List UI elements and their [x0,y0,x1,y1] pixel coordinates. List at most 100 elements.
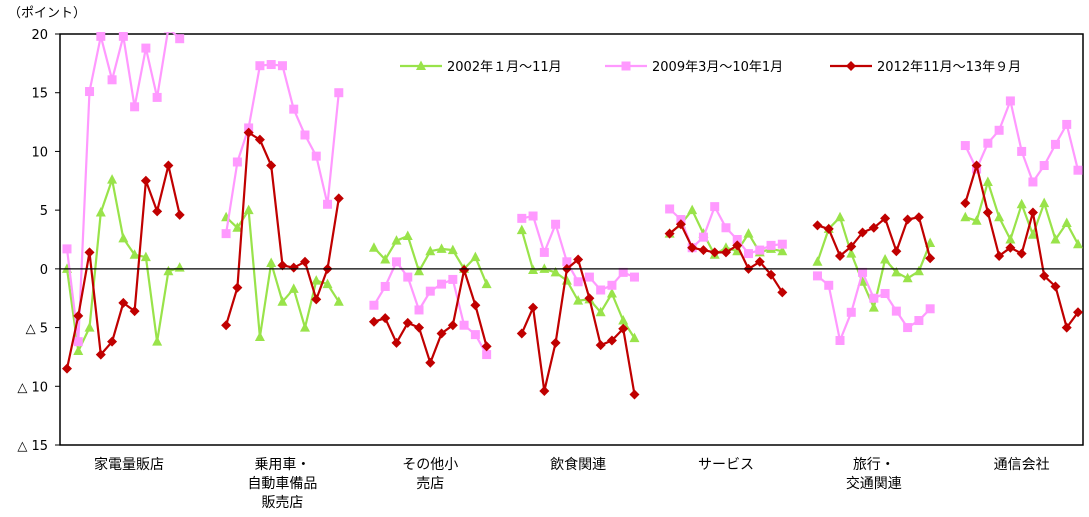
data-point [858,267,868,277]
data-point [221,320,232,331]
data-point [687,242,698,253]
y-tick-label: 0 [40,263,48,278]
data-point [539,247,549,257]
data-point [277,61,287,71]
legend-marker [416,60,426,70]
data-point [1050,139,1060,149]
data-point [311,294,322,305]
data-point [300,130,310,140]
data-point [380,253,391,264]
data-point [391,337,402,348]
data-point [118,297,129,308]
data-point [994,211,1005,222]
data-point [880,253,891,264]
y-tick-label: △ 15 [17,439,48,454]
data-point [232,282,243,293]
data-point [766,269,777,280]
data-point [869,293,879,303]
data-point [1050,281,1061,292]
data-point [470,251,481,262]
data-point [334,88,344,98]
data-point [903,323,913,333]
data-point [971,160,982,171]
data-point [73,337,83,347]
data-point [812,220,823,231]
data-point [982,207,993,218]
data-point [982,176,993,186]
data-point [607,280,617,290]
data-point [73,310,84,321]
data-point [698,245,709,256]
data-point [960,211,971,222]
data-point [129,306,140,317]
data-point [766,240,776,250]
data-point [299,256,310,267]
data-point [481,278,492,289]
data-point [665,204,675,214]
data-point [595,306,606,317]
data-point [1061,217,1072,228]
data-point [107,174,118,184]
data-point [266,160,277,171]
data-point [277,260,288,271]
x-category-label: 交通関連 [846,475,902,492]
data-point [1073,238,1083,249]
data-point [95,206,106,217]
data-point [1016,198,1027,209]
data-point [232,222,243,232]
data-point [288,283,299,293]
data-point [1005,96,1015,106]
data-point [447,320,458,331]
y-tick-label: 15 [31,87,48,102]
y-axis: 20 15 10 5 0 △ 5 △ 10 △ 15 [17,28,60,454]
data-point [95,349,106,360]
data-point [163,265,174,276]
series-layer [62,32,1083,400]
y-tick-label: 5 [40,204,48,219]
data-point [835,250,846,261]
series-line [373,234,488,285]
data-point [584,293,595,304]
data-point [573,295,584,305]
data-point [551,219,561,229]
data-point [403,272,413,282]
data-point [470,330,480,340]
data-point [1062,119,1072,129]
legend: 2002年１月～11月 2009年3月～10年1月 2012年11月～13年９月 [400,60,1021,75]
data-point [299,322,310,332]
data-point [835,211,846,222]
data-point [152,92,162,102]
data-point [857,227,868,238]
y-tick-label: 20 [31,28,48,43]
data-point [1017,146,1027,156]
data-point [266,60,276,70]
data-point [1039,270,1050,281]
data-point [629,272,639,282]
y-axis-unit-label: （ポイント） [8,6,86,21]
data-point [425,286,435,296]
data-point [414,305,424,315]
data-point [459,265,470,276]
data-point [744,249,754,259]
legend-marker [621,61,631,71]
data-point [232,157,242,167]
data-point [516,224,527,235]
data-point [1039,161,1049,171]
data-point [754,256,765,267]
data-point [868,222,879,233]
data-point [481,341,492,352]
data-point [550,337,561,348]
data-point [130,102,140,112]
data-point [1050,234,1061,244]
legend-label: 2009年3月～10年1月 [652,60,783,75]
data-point [311,275,322,285]
data-point [516,328,527,339]
data-point [528,211,538,221]
data-point [140,251,151,262]
data-point [913,212,924,223]
series-2 [62,32,1083,360]
series-line [668,223,784,293]
data-point [221,229,231,239]
